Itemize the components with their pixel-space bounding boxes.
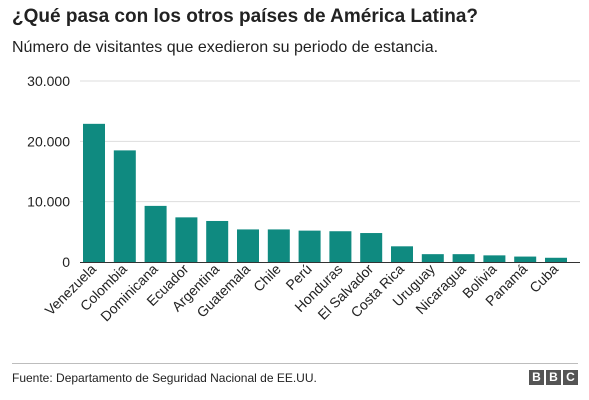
y-tick-label: 10.000 xyxy=(27,194,70,210)
bbc-logo-letter-c: C xyxy=(563,370,578,385)
bar-bolivia xyxy=(483,255,506,262)
bar-honduras xyxy=(329,231,352,262)
bar-chart: 010.00020.00030.000VenezuelaColombiaDomi… xyxy=(27,73,580,324)
bar-guatemala xyxy=(237,229,259,262)
bar-perú xyxy=(298,230,321,262)
bar-dominicana xyxy=(144,205,167,262)
bar-uruguay xyxy=(421,254,444,262)
bbc-logo-letter-b1: B xyxy=(529,370,544,385)
bar-venezuela xyxy=(83,123,105,262)
bar-argentina xyxy=(206,220,229,262)
bar-costa-rica xyxy=(391,246,413,262)
bar-colombia xyxy=(113,150,136,262)
y-tick-label: 30.000 xyxy=(27,73,70,89)
bar-nicaragua xyxy=(452,254,475,262)
y-tick-label: 0 xyxy=(62,254,70,270)
footer-divider xyxy=(12,363,578,364)
x-tick-label: Cuba xyxy=(526,261,561,296)
x-tick-label: Chile xyxy=(250,261,284,295)
bar-el-salvador xyxy=(360,233,383,262)
bbc-logo-letter-b2: B xyxy=(546,370,561,385)
bar-ecuador xyxy=(175,217,198,262)
chart-title: ¿Qué pasa con los otros países de Améric… xyxy=(12,6,478,27)
y-tick-label: 20.000 xyxy=(27,133,70,149)
source-note: Fuente: Departamento de Seguridad Nacion… xyxy=(12,371,317,385)
chart-subtitle: Número de visitantes que exedieron su pe… xyxy=(12,39,439,56)
bar-panamá xyxy=(514,256,537,262)
bar-chile xyxy=(267,229,290,262)
bbc-logo: B B C xyxy=(529,370,578,385)
bar-cuba xyxy=(545,257,567,262)
